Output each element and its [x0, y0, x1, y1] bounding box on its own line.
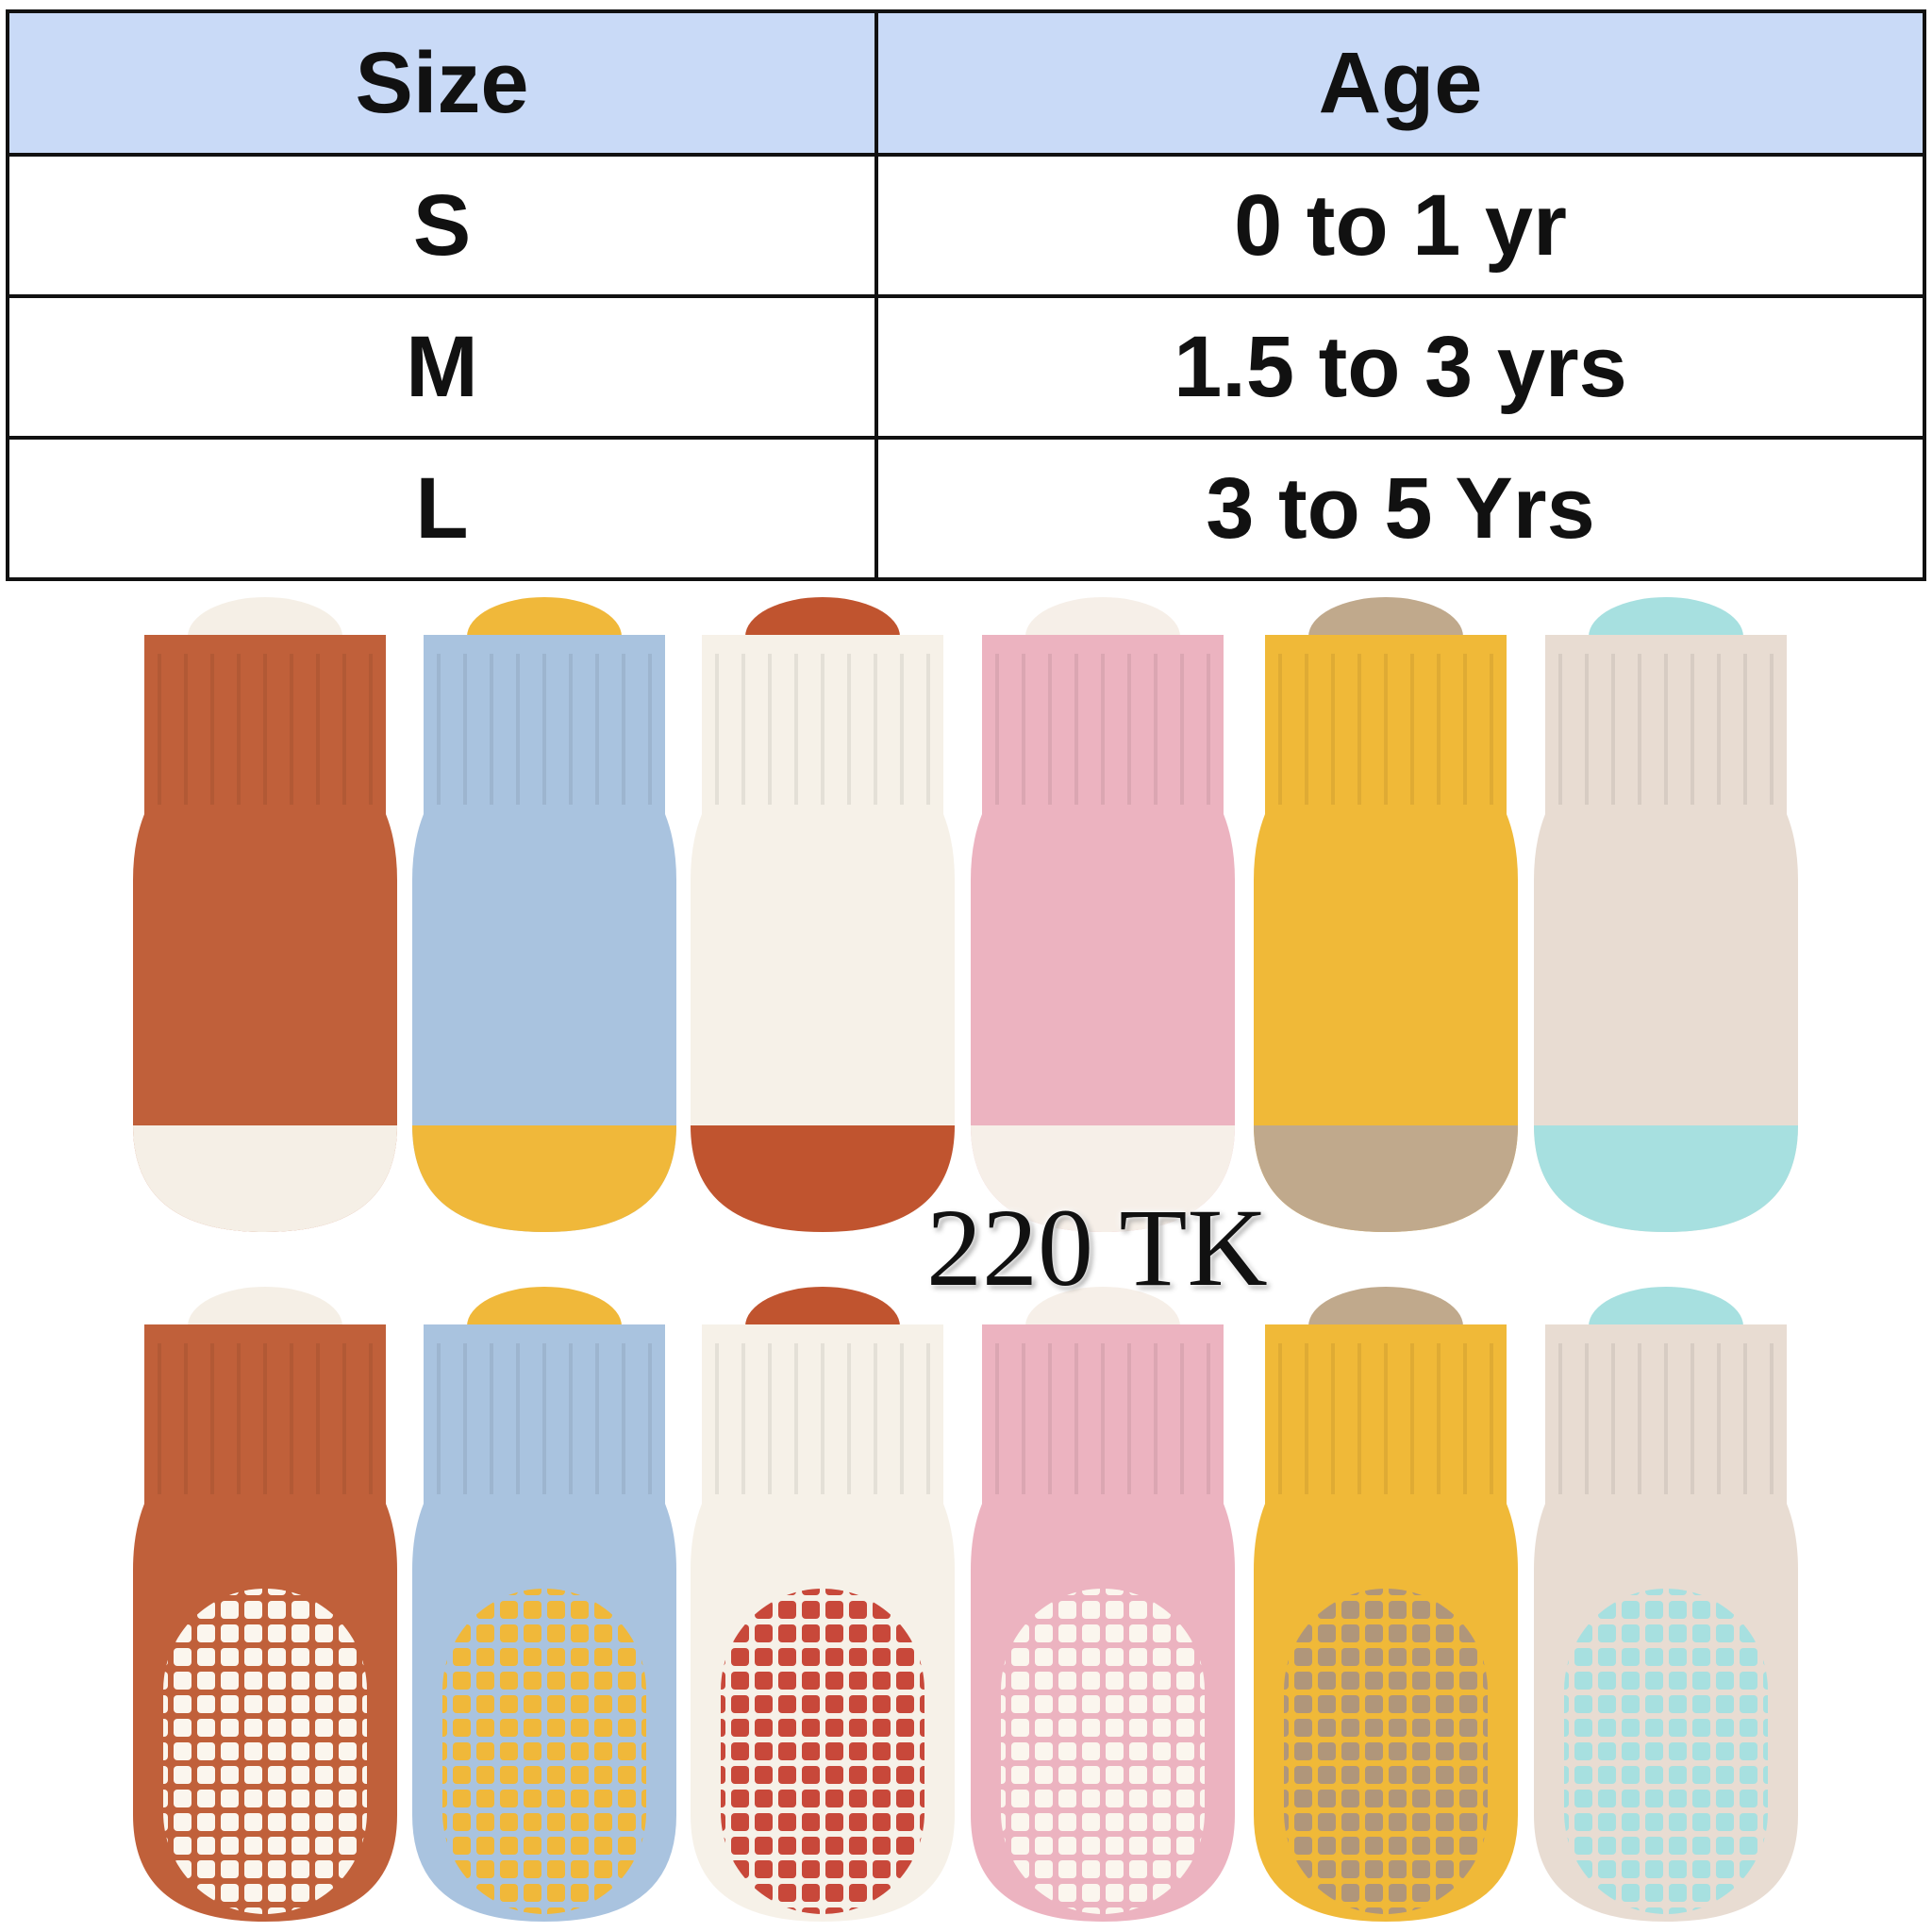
sock-body: [412, 635, 676, 1232]
table-row: L 3 to 5 Yrs: [6, 436, 1926, 581]
sock-body: [1254, 635, 1518, 1232]
sock: [1534, 1287, 1798, 1922]
sock: [691, 1287, 955, 1922]
sock: [691, 597, 955, 1232]
sock: [412, 1287, 676, 1922]
sock-toe: [691, 1125, 955, 1232]
sock: [1254, 1287, 1518, 1922]
sock-toe: [971, 1125, 1235, 1232]
sock: [971, 1287, 1235, 1922]
price: 220 TK: [926, 1186, 1268, 1309]
sock-body: [691, 635, 955, 1232]
sock-toe: [1254, 1125, 1518, 1232]
size-table: Size Age S 0 to 1 yr M 1.5 to 3 yrs L 3 …: [6, 9, 1926, 581]
sock-body: [133, 635, 397, 1232]
size-cell: S: [6, 153, 878, 298]
age-cell: 0 to 1 yr: [874, 153, 1926, 298]
sock-body: [1534, 635, 1798, 1232]
age-cell: 3 to 5 Yrs: [874, 436, 1926, 581]
sock-grip: [163, 1589, 367, 1914]
size-cell: M: [6, 294, 878, 440]
sock: [1254, 597, 1518, 1232]
header-cell: Size: [6, 9, 878, 157]
table-row: S 0 to 1 yr: [6, 153, 1926, 298]
sock-grip: [1564, 1589, 1768, 1914]
sock: [133, 1287, 397, 1922]
header-row: Size Age: [6, 9, 1926, 157]
sock: [412, 597, 676, 1232]
sock-grip: [442, 1589, 646, 1914]
sock: [1534, 597, 1798, 1232]
sock-grip: [1284, 1589, 1488, 1914]
sock: [971, 597, 1235, 1232]
sock-toe: [1534, 1125, 1798, 1232]
sock-toe: [412, 1125, 676, 1232]
sock-toe: [133, 1125, 397, 1232]
size-cell: L: [6, 436, 878, 581]
sock-body: [971, 635, 1235, 1232]
header-cell: Age: [874, 9, 1926, 157]
age-cell: 1.5 to 3 yrs: [874, 294, 1926, 440]
sock-grip: [1001, 1589, 1205, 1914]
sock: [133, 597, 397, 1232]
table-row: M 1.5 to 3 yrs: [6, 294, 1926, 440]
sock-grip: [721, 1589, 924, 1914]
